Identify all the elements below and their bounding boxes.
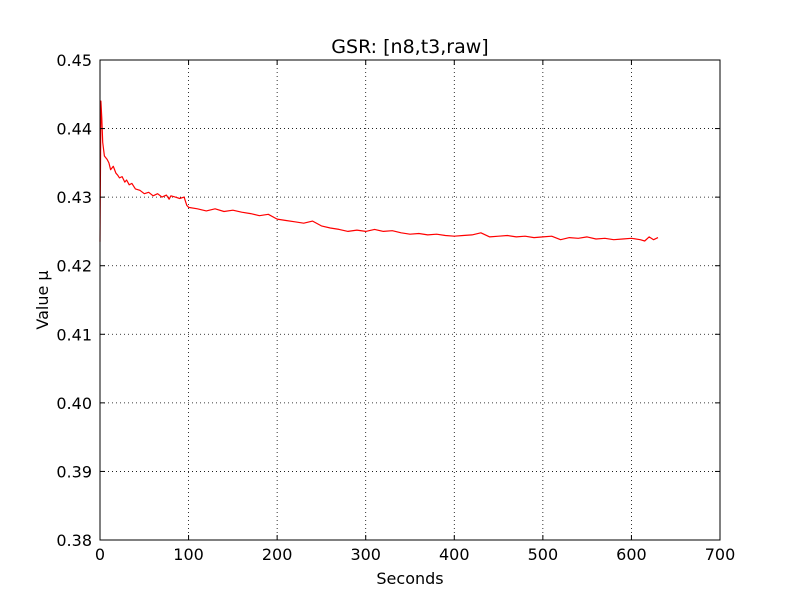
x-tick-label: 700 [705,545,736,564]
grid-lines [100,60,720,540]
y-tick-label: 0.44 [56,120,92,139]
y-tick-label: 0.38 [56,531,92,550]
x-tick-label: 500 [528,545,559,564]
gsr-series-line [99,100,659,242]
y-tick-label: 0.40 [56,394,92,413]
chart-title: GSR: [n8,t3,raw] [331,36,488,58]
y-tick-label: 0.45 [56,51,92,70]
y-tick-label: 0.39 [56,462,92,481]
y-tick-label: 0.42 [56,257,92,276]
x-tick-label: 600 [616,545,647,564]
y-axis-label: Value µ [33,270,52,329]
series-layer [99,100,659,242]
x-tick-label: 300 [350,545,381,564]
x-tick-label: 0 [95,545,105,564]
y-tick-label: 0.41 [56,325,92,344]
y-tick-labels: 0.38 0.39 0.40 0.41 0.42 0.43 0.44 0.45 [56,51,92,550]
x-tick-labels: 0 100 200 300 400 500 600 700 [95,545,735,564]
x-axis-label: Seconds [376,569,443,588]
y-tick-label: 0.43 [56,188,92,207]
x-tick-label: 200 [262,545,293,564]
plot-frame [99,59,721,541]
axis-ticks [99,59,721,541]
x-tick-label: 100 [173,545,204,564]
x-tick-label: 400 [439,545,470,564]
